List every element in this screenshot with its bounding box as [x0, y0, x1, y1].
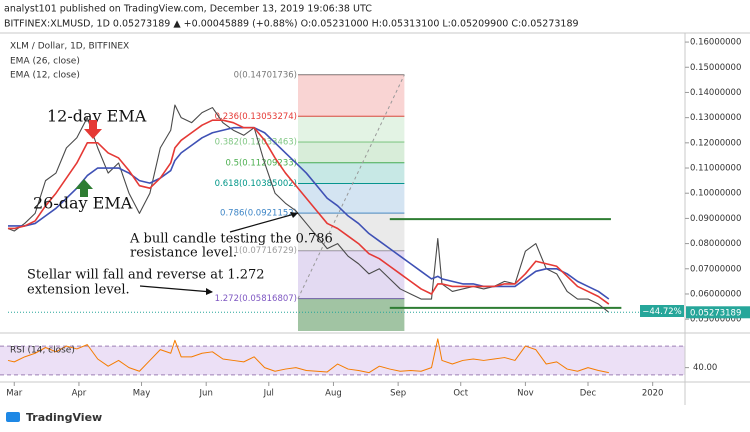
- pointer-arrowhead: [206, 288, 213, 295]
- fib-label: 0(0.14701736): [234, 70, 297, 80]
- fib-label: 0.382(0.12033463): [215, 137, 297, 147]
- fib-label: 1(0.07716729): [234, 246, 297, 256]
- rsi-line: [7, 338, 609, 374]
- fib-trend: [297, 74, 405, 299]
- change-box: [640, 305, 684, 317]
- x-tick-label: Aug: [325, 389, 342, 399]
- annotation: 26-day EMA: [33, 194, 133, 213]
- series-line: [7, 104, 610, 313]
- fib-label: 0.236(0.13053274): [215, 112, 297, 122]
- series-layer: [7, 104, 685, 313]
- brand-name: TradingView: [26, 411, 102, 424]
- annotation: A bull candle testing the 0.786: [129, 232, 333, 247]
- pointer-arrowhead: [290, 212, 298, 218]
- last-price-label: 0.05273189: [690, 308, 741, 318]
- y-tick-label: 0.09000000: [690, 214, 741, 224]
- y-tick-label: 0.14000000: [690, 88, 741, 98]
- x-tick-label: Sep: [390, 389, 406, 399]
- logo-icon: [6, 412, 20, 422]
- fib-band: [297, 213, 405, 251]
- fib-extension-band: [297, 298, 405, 331]
- y-tick-label: 0.15000000: [690, 63, 741, 73]
- fib-band: [297, 162, 405, 184]
- annotation: resistance level.: [130, 246, 237, 261]
- fib-band: [297, 116, 405, 142]
- fib-label: 0.786(0.0921152): [220, 209, 297, 219]
- rsi-label: RSI (14, close): [10, 346, 75, 356]
- annotation: 12-day EMA: [47, 107, 147, 126]
- x-tick-label: Jul: [263, 389, 274, 399]
- y-tick-label: 0.05000000: [690, 315, 741, 325]
- y-tick-label: 0.10000000: [690, 189, 741, 199]
- annotation: Stellar will fall and reverse at 1.272: [27, 268, 265, 283]
- legend-ema12: EMA (12, close): [10, 71, 80, 81]
- legend-symbol: XLM / Dollar, 1D, BITFINEX: [10, 42, 129, 52]
- last-price-box: [686, 306, 750, 319]
- fib-band: [297, 183, 405, 214]
- symbol-ohlc: BITFINEX:XLMUSD, 1D 0.05273189 ▲ +0.0004…: [4, 19, 579, 30]
- fib-label: 0.5(0.11209233): [225, 158, 297, 168]
- y-tick-label: 0.07000000: [690, 264, 741, 274]
- series-line: [8, 126, 610, 300]
- x-tick-label: Mar: [6, 389, 23, 399]
- series-line: [8, 119, 610, 305]
- fib-band: [297, 141, 405, 163]
- legend-ema26: EMA (26, close): [10, 57, 80, 67]
- rsi-tick-label: 40.00: [693, 363, 717, 373]
- x-tick-label: Dec: [580, 389, 597, 399]
- x-tick-label: Oct: [453, 389, 468, 399]
- y-tick-label: 0.13000000: [690, 113, 741, 123]
- change-label: −44.72%: [642, 307, 682, 317]
- x-tick-label: Nov: [517, 389, 534, 399]
- pointer-arrow: [229, 212, 299, 233]
- x-tick-label: 2020: [642, 389, 664, 399]
- y-tick-label: 0.16000000: [690, 38, 741, 48]
- pointer-arrow: [139, 285, 213, 293]
- down-arrow-icon: [84, 120, 102, 139]
- fib-label: 1.272(0.05816807): [215, 294, 297, 304]
- annotation: extension level.: [27, 283, 130, 298]
- x-tick-label: Apr: [72, 389, 87, 399]
- x-tick-label: Jun: [199, 389, 213, 399]
- y-tick-label: 0.12000000: [690, 138, 741, 148]
- up-arrow-icon: [75, 179, 93, 197]
- x-tick-label: May: [133, 389, 151, 399]
- y-tick-label: 0.08000000: [690, 239, 741, 249]
- brand: TradingView: [6, 411, 102, 424]
- rsi-band: [0, 346, 685, 375]
- y-tick-label: 0.11000000: [690, 164, 741, 174]
- fib-band: [297, 74, 405, 117]
- publish-info: analyst101 published on TradingView.com,…: [4, 4, 372, 15]
- rsi-layer: [0, 338, 685, 376]
- y-tick-label: 0.06000000: [690, 289, 741, 299]
- fib-label: 0.618(0.10385002): [215, 179, 297, 189]
